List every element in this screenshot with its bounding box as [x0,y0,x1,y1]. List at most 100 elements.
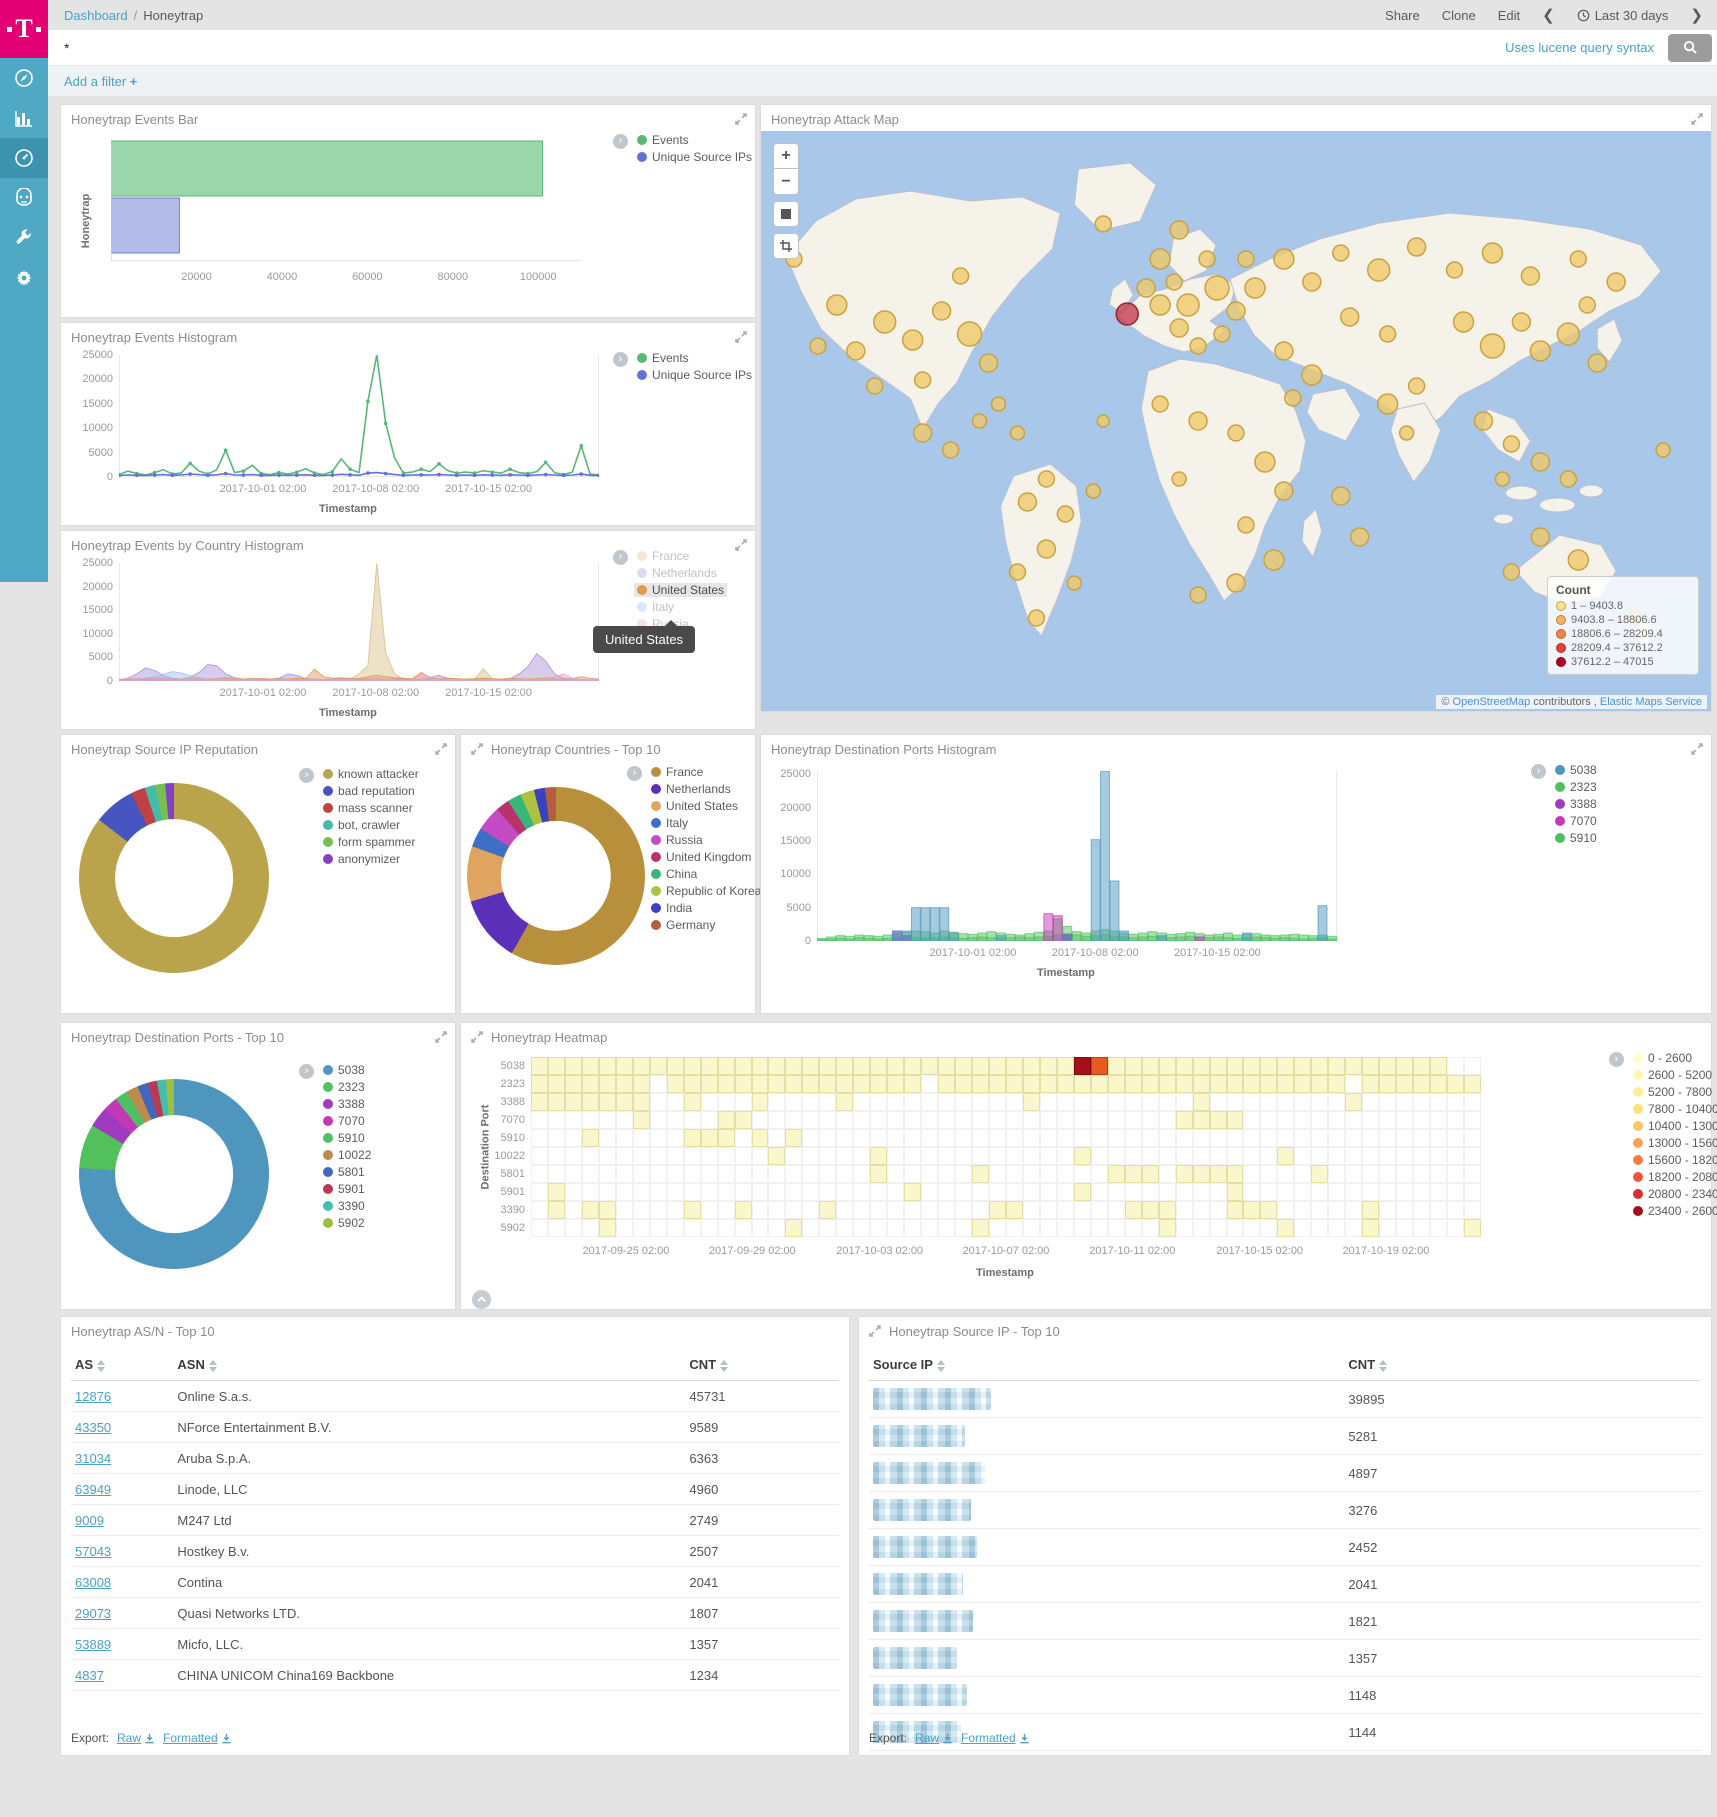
attack-origin-circle[interactable] [1176,293,1200,317]
heatmap-cell[interactable] [1022,1111,1040,1129]
heatmap-cell[interactable] [1124,1075,1142,1093]
heatmap-cell[interactable] [1005,1201,1023,1219]
legend-item[interactable]: Germany [648,918,764,932]
heatmap-cell[interactable] [785,1165,803,1183]
heatmap-cell[interactable] [921,1183,939,1201]
as-number-link[interactable]: 43350 [75,1419,112,1435]
heatmap-cell[interactable] [1039,1219,1057,1237]
heatmap-cell[interactable] [734,1057,752,1075]
heatmap-cell[interactable] [955,1183,973,1201]
elastic-maps-link[interactable]: Elastic Maps Service [1599,696,1702,708]
heatmap-cell[interactable] [1090,1057,1108,1075]
heatmap-cell[interactable] [1362,1219,1380,1237]
legend-item[interactable]: 7800 - 10400 [1630,1102,1717,1116]
heatmap-cell[interactable] [1396,1147,1414,1165]
legend-item[interactable]: 3388 [320,1097,374,1111]
heatmap-cell[interactable] [531,1129,548,1147]
heatmap-cell[interactable] [1328,1093,1346,1111]
heatmap-cell[interactable] [921,1201,939,1219]
heatmap-cell[interactable] [632,1093,650,1111]
legend-item[interactable]: 2323 [320,1080,374,1094]
heatmap-cell[interactable] [615,1075,633,1093]
attack-origin-circle[interactable] [1188,411,1208,431]
attack-origin-circle[interactable] [1331,486,1351,506]
heatmap-cell[interactable] [1447,1111,1465,1129]
attack-origin-circle[interactable] [1189,337,1207,355]
heatmap-cell[interactable] [717,1219,735,1237]
heatmap-cell[interactable] [683,1057,701,1075]
time-back-button[interactable]: ❮ [1542,7,1555,24]
heatmap-cell[interactable] [819,1129,837,1147]
heatmap-cell[interactable] [1005,1129,1023,1147]
expand-icon[interactable] [1691,112,1703,125]
heatmap-cell[interactable] [836,1129,854,1147]
heatmap-cell[interactable] [836,1183,854,1201]
heatmap-cell[interactable] [989,1057,1006,1075]
heatmap-cell[interactable] [1158,1183,1176,1201]
heatmap-cell[interactable] [1464,1219,1481,1237]
heatmap-cell[interactable] [1124,1057,1142,1075]
heatmap-cell[interactable] [853,1057,871,1075]
attack-origin-circle[interactable] [1530,527,1551,547]
heatmap-cell[interactable] [1447,1075,1465,1093]
heatmap-cell[interactable] [564,1057,582,1075]
heatmap-cell[interactable] [649,1093,667,1111]
attack-origin-circle[interactable] [912,423,933,443]
heatmap-cell[interactable] [1311,1093,1329,1111]
attack-origin-circle[interactable] [1204,275,1230,301]
legend-item[interactable]: 15600 - 18200 [1630,1153,1717,1167]
heatmap-cell[interactable] [1158,1165,1176,1183]
attack-origin-circle[interactable] [809,337,827,355]
heatmap-cell[interactable] [1311,1165,1329,1183]
heatmap-cell[interactable] [1022,1201,1040,1219]
heatmap-cell[interactable] [683,1093,701,1111]
heatmap-cell[interactable] [649,1219,667,1237]
heatmap-cell[interactable] [1005,1165,1023,1183]
heatmap-cell[interactable] [717,1201,735,1219]
heatmap-cell[interactable] [1226,1147,1244,1165]
heatmap-cell[interactable] [564,1111,582,1129]
heatmap-cell[interactable] [683,1183,701,1201]
heatmap-cell[interactable] [989,1201,1006,1219]
attack-origin-circle[interactable] [1350,527,1370,547]
heatmap-cell[interactable] [921,1093,939,1111]
heatmap-cell[interactable] [853,1093,871,1111]
heatmap-cell[interactable] [1464,1093,1481,1111]
as-number-link[interactable]: 53889 [75,1636,112,1652]
attack-origin-circle[interactable] [1530,452,1551,472]
heatmap-cell[interactable] [853,1165,871,1183]
heatmap-cell[interactable] [1328,1219,1346,1237]
heatmap-cell[interactable] [1396,1165,1414,1183]
heatmap-cell[interactable] [955,1057,973,1075]
heatmap-cell[interactable] [1073,1111,1091,1129]
heatmap-cell[interactable] [1124,1201,1142,1219]
heatmap-cell[interactable] [853,1183,871,1201]
heatmap-cell[interactable] [1260,1093,1278,1111]
heatmap-cell[interactable] [1311,1129,1329,1147]
heatmap-cell[interactable] [1413,1183,1431,1201]
heatmap-cell[interactable] [785,1093,803,1111]
legend-item[interactable]: 5200 - 7800 [1630,1085,1717,1099]
heatmap-cell[interactable] [938,1201,956,1219]
heatmap-cell[interactable] [1005,1219,1023,1237]
heatmap-cell[interactable] [1447,1201,1465,1219]
heatmap-cell[interactable] [1311,1147,1329,1165]
collapse-row-button[interactable] [472,1290,491,1309]
heatmap-cell[interactable] [1379,1111,1397,1129]
attack-origin-circle[interactable] [873,310,897,334]
heatmap-cell[interactable] [1362,1093,1380,1111]
attack-origin-circle[interactable] [1169,220,1189,240]
legend-item[interactable]: bot, crawler [320,818,422,832]
heatmap-cell[interactable] [1107,1057,1125,1075]
heatmap-cell[interactable] [564,1165,582,1183]
heatmap-cell[interactable] [887,1201,905,1219]
heatmap-cell[interactable] [1107,1075,1125,1093]
heatmap-cell[interactable] [887,1075,905,1093]
legend-item[interactable]: 5038 [320,1063,374,1077]
ports-donut-chart[interactable] [79,1079,269,1269]
heatmap-cell[interactable] [853,1147,871,1165]
heatmap-cell[interactable] [1175,1111,1193,1129]
heatmap-cell[interactable] [1396,1183,1414,1201]
heatmap-cell[interactable] [785,1129,803,1147]
heatmap-cell[interactable] [1430,1075,1448,1093]
